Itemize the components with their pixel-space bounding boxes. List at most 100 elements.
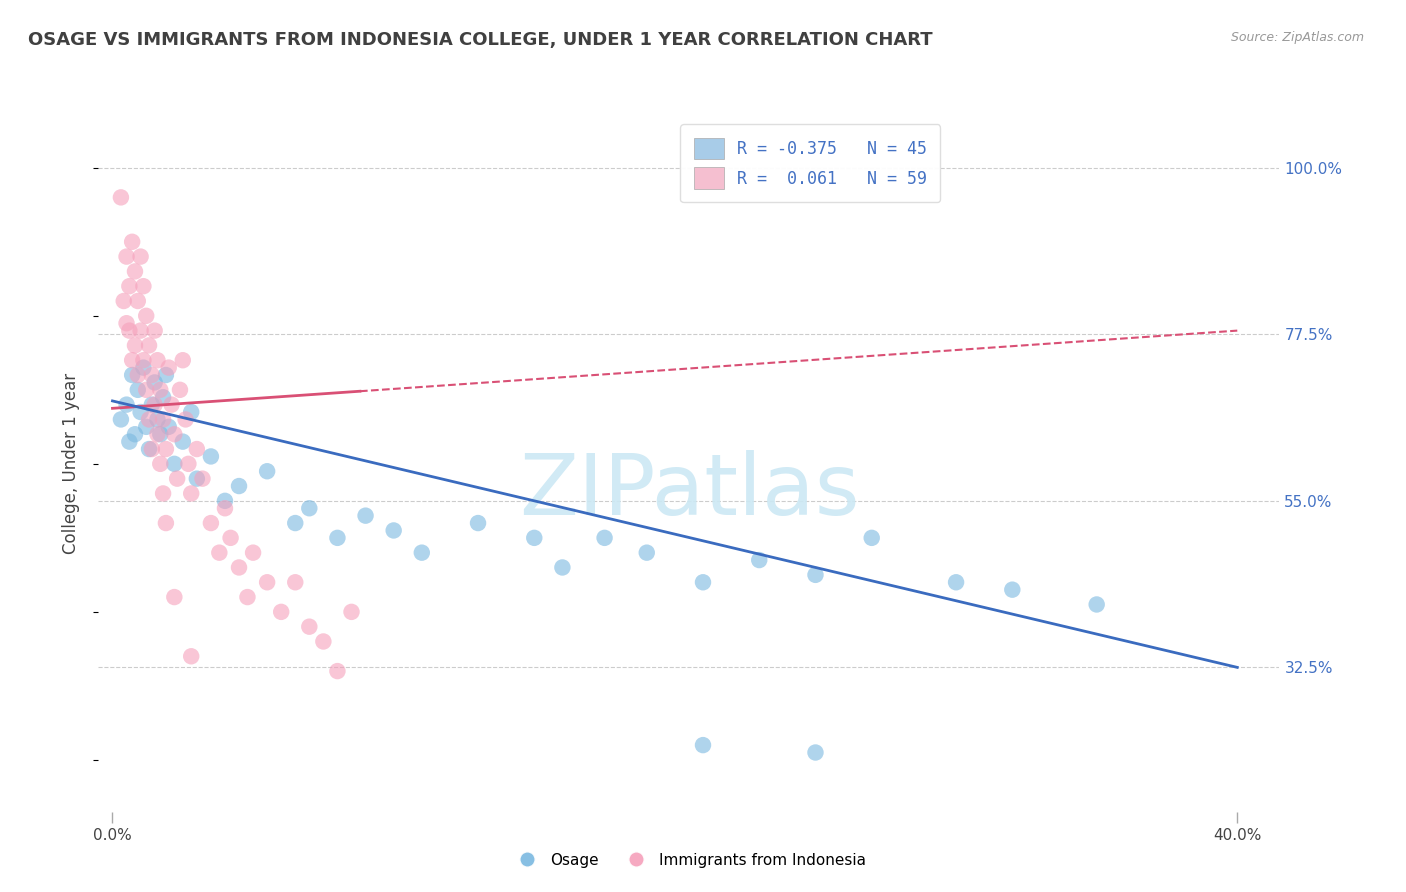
Point — [636, 546, 658, 560]
Point — [228, 479, 250, 493]
Point — [138, 338, 160, 352]
Point — [132, 279, 155, 293]
Point — [200, 450, 222, 464]
Point — [256, 575, 278, 590]
Point — [155, 368, 177, 382]
Point — [236, 590, 259, 604]
Point — [163, 457, 186, 471]
Point — [124, 427, 146, 442]
Point — [284, 516, 307, 530]
Point — [118, 434, 141, 449]
Point — [166, 472, 188, 486]
Point — [110, 190, 132, 204]
Point — [177, 457, 200, 471]
Point — [118, 324, 141, 338]
Point — [467, 516, 489, 530]
Point — [141, 442, 163, 456]
Point — [146, 427, 169, 442]
Point — [256, 464, 278, 478]
Point — [174, 412, 197, 426]
Point — [124, 338, 146, 352]
Point — [146, 412, 169, 426]
Point — [804, 567, 827, 582]
Point — [340, 605, 363, 619]
Point — [186, 472, 208, 486]
Point — [121, 353, 143, 368]
Point — [270, 605, 292, 619]
Point — [208, 546, 231, 560]
Point — [127, 293, 149, 308]
Point — [692, 575, 714, 590]
Point — [200, 516, 222, 530]
Point — [152, 412, 174, 426]
Point — [127, 383, 149, 397]
Point — [945, 575, 967, 590]
Point — [163, 427, 186, 442]
Point — [135, 309, 157, 323]
Point — [298, 620, 321, 634]
Point — [242, 546, 264, 560]
Point — [127, 368, 149, 382]
Point — [118, 279, 141, 293]
Point — [132, 360, 155, 375]
Point — [860, 531, 883, 545]
Point — [172, 434, 194, 449]
Y-axis label: College, Under 1 year: College, Under 1 year — [62, 373, 80, 555]
Point — [141, 398, 163, 412]
Point — [593, 531, 616, 545]
Point — [312, 634, 335, 648]
Point — [124, 264, 146, 278]
Legend: Osage, Immigrants from Indonesia: Osage, Immigrants from Indonesia — [505, 847, 873, 873]
Point — [132, 353, 155, 368]
Point — [155, 442, 177, 456]
Point — [382, 524, 405, 538]
Point — [129, 250, 152, 264]
Point — [180, 405, 202, 419]
Point — [228, 560, 250, 574]
Text: ZIPatlas: ZIPatlas — [519, 450, 859, 533]
Point — [157, 360, 180, 375]
Point — [115, 398, 138, 412]
Point — [804, 746, 827, 760]
Point — [160, 398, 183, 412]
Point — [149, 427, 172, 442]
Point — [143, 324, 166, 338]
Point — [129, 405, 152, 419]
Point — [138, 412, 160, 426]
Text: OSAGE VS IMMIGRANTS FROM INDONESIA COLLEGE, UNDER 1 YEAR CORRELATION CHART: OSAGE VS IMMIGRANTS FROM INDONESIA COLLE… — [28, 31, 932, 49]
Point — [214, 493, 236, 508]
Point — [354, 508, 377, 523]
Point — [214, 501, 236, 516]
Point — [149, 457, 172, 471]
Point — [138, 442, 160, 456]
Point — [152, 486, 174, 500]
Point — [121, 368, 143, 382]
Point — [155, 516, 177, 530]
Point — [748, 553, 770, 567]
Point — [326, 664, 349, 678]
Point — [146, 353, 169, 368]
Point — [129, 324, 152, 338]
Point — [121, 235, 143, 249]
Point — [284, 575, 307, 590]
Point — [186, 442, 208, 456]
Point — [169, 383, 191, 397]
Point — [141, 368, 163, 382]
Point — [191, 472, 214, 486]
Point — [135, 383, 157, 397]
Point — [172, 353, 194, 368]
Point — [180, 486, 202, 500]
Text: Source: ZipAtlas.com: Source: ZipAtlas.com — [1230, 31, 1364, 45]
Point — [1001, 582, 1024, 597]
Point — [163, 590, 186, 604]
Point — [110, 412, 132, 426]
Point — [692, 738, 714, 752]
Point — [411, 546, 433, 560]
Point — [112, 293, 135, 308]
Point — [152, 390, 174, 404]
Point — [115, 250, 138, 264]
Point — [157, 420, 180, 434]
Point — [326, 531, 349, 545]
Point — [135, 420, 157, 434]
Point — [143, 376, 166, 390]
